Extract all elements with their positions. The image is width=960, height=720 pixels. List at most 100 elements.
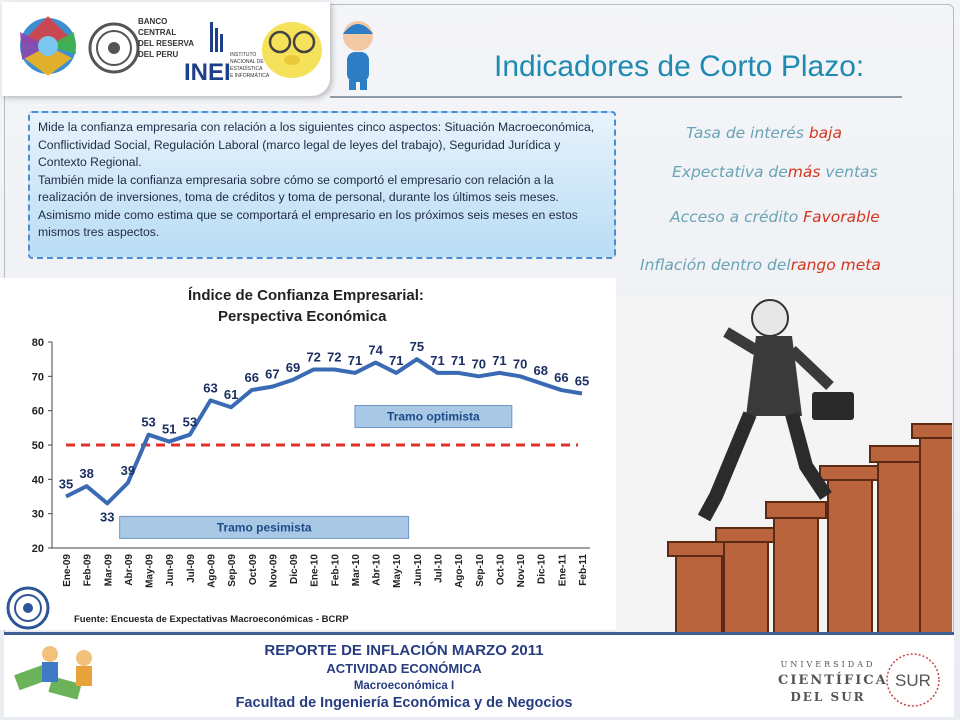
x-tick-label: Feb-09 — [83, 554, 94, 587]
x-tick-label: Oct-10 — [495, 554, 506, 586]
y-tick-label: 40 — [32, 474, 44, 486]
chart-source: Fuente: Encuesta de Expectativas Macroec… — [74, 614, 349, 625]
pessimist-band-label: Tramo pesimista — [217, 520, 312, 534]
data-label: 63 — [203, 380, 217, 395]
data-label: 75 — [410, 339, 424, 354]
footer-section: ACTIVIDAD ECONÓMICA — [326, 661, 482, 676]
chart-subtitle: Perspectiva Económica — [218, 308, 387, 325]
data-label: 72 — [327, 349, 341, 364]
chart-panel: Índice de Confianza Empresarial: Perspec… — [0, 278, 616, 630]
indicator-suffix: ventas — [825, 163, 878, 181]
data-label: 71 — [389, 353, 403, 368]
indicator-label: Expectativa de — [672, 163, 788, 181]
x-tick-label: Ene-09 — [62, 554, 73, 587]
x-axis: Ene-09 Feb-09 Mar-09 Abr-09 May-09 Jun-09 Jul-… — [52, 547, 590, 588]
x-tick-label: Nov-10 — [516, 554, 527, 588]
y-tick-label: 60 — [32, 406, 44, 418]
x-tick-label: Oct-09 — [248, 554, 259, 586]
cartoon-boy-icon — [343, 21, 373, 90]
indicator-interest-rate: Tasa de interés baja — [686, 124, 842, 142]
x-tick-label: Ago-09 — [206, 554, 217, 588]
businessman-figure-icon — [697, 299, 854, 522]
indicator-highlight: Favorable — [803, 208, 880, 226]
inei-logo-text: INEI — [184, 59, 231, 86]
x-tick-label: Abr-09 — [124, 554, 135, 586]
data-label: 70 — [472, 356, 486, 371]
businessman-cartoon — [616, 296, 952, 632]
data-label: 67 — [265, 367, 279, 382]
money-people-icon — [14, 646, 92, 700]
x-tick-label: Ene-10 — [310, 554, 321, 587]
data-label: 72 — [306, 349, 320, 364]
x-tick-label: Abr-10 — [372, 554, 383, 586]
title-divider — [330, 96, 902, 98]
y-axis: 20 30 40 50 60 70 80 — [32, 337, 53, 555]
x-tick-label: Jul-10 — [434, 554, 445, 583]
indicator-credit-access: Acceso a crédito Favorable — [670, 208, 880, 226]
y-tick-label: 70 — [32, 371, 44, 383]
data-label: 71 — [451, 353, 465, 368]
inei-mark-icon — [210, 22, 223, 52]
university-name: UNIVERSIDAD CIENTÍFICA DEL SUR — [778, 657, 888, 705]
x-tick-label: Feb-10 — [330, 554, 341, 587]
data-label: 33 — [100, 509, 114, 524]
x-tick-label: Ago-10 — [454, 554, 465, 588]
indicator-inflation: Inflación dentro delrango meta — [640, 256, 881, 274]
bcrp-text-1: BANCO — [138, 17, 167, 26]
description-paragraph-2: También mide la confianza empresaria sob… — [38, 172, 578, 240]
logo-panel: BANCO CENTRAL DEL RESERVA DEL PERU INEI … — [2, 2, 330, 96]
series-line — [65, 357, 583, 506]
description-box: Mide la confianza empresaria con relació… — [28, 111, 616, 259]
description-paragraph-1: Mide la confianza empresaria con relació… — [38, 120, 595, 169]
university-logo-text: SUR — [895, 671, 931, 690]
footer-faculty: Facultad de Ingeniería Económica y de Ne… — [235, 695, 573, 711]
x-tick-label: May-09 — [145, 554, 156, 588]
slide-title: Indicadores de Corto Plazo: — [494, 50, 865, 83]
x-tick-label: Feb-11 — [578, 554, 589, 586]
y-tick-label: 20 — [32, 543, 44, 555]
logos-svg: BANCO CENTRAL DEL RESERVA DEL PERU INEI … — [20, 16, 322, 86]
inei-sub-2: NACIONAL DE — [230, 59, 264, 65]
data-label: 51 — [162, 422, 176, 437]
y-tick-label: 50 — [32, 440, 44, 452]
indicator-highlight: rango meta — [790, 256, 881, 274]
indicator-highlight: más — [787, 163, 821, 181]
bcrp-seal-small-icon — [6, 586, 50, 630]
data-label: 66 — [554, 370, 568, 385]
globe-logo-icon — [20, 16, 76, 76]
university-line-2: CIENTÍFICA — [778, 673, 888, 688]
footer — [4, 632, 954, 717]
data-label: 69 — [286, 360, 300, 375]
data-labels: 35 38 33 39 53 51 53 63 61 66 67 69 72 72 71 74 71 75 71 71… — [59, 339, 589, 524]
data-label: 71 — [348, 353, 362, 368]
x-tick-label: Sep-10 — [475, 554, 486, 587]
data-label: 71 — [430, 353, 444, 368]
data-label: 53 — [183, 415, 197, 430]
x-tick-label: Ene-11 — [557, 554, 568, 587]
column-icon — [667, 423, 952, 632]
x-tick-label: Mar-10 — [351, 554, 362, 587]
inei-sub-1: INSTITUTO — [230, 52, 256, 58]
y-tick-label: 80 — [32, 337, 44, 349]
data-label: 65 — [575, 374, 589, 389]
bcrp-text-4: DEL PERU — [138, 50, 179, 59]
indicator-label: Inflación dentro del — [640, 256, 791, 274]
data-label: 35 — [59, 477, 73, 492]
chart-title: Índice de Confianza Empresarial: — [188, 287, 424, 304]
bcrp-seal-icon — [88, 22, 140, 74]
x-tick-label: Dic-09 — [289, 554, 300, 584]
indicator-highlight: baja — [808, 124, 842, 142]
footer-course: Macroeconómica I — [353, 680, 455, 692]
indicator-label: Acceso a crédito — [670, 208, 799, 226]
university-line-1: UNIVERSIDAD — [780, 660, 876, 669]
university-line-3: DEL SUR — [790, 690, 866, 704]
x-tick-label: May-10 — [392, 554, 403, 588]
inei-sub-3: ESTADÍSTICA — [230, 65, 263, 72]
indicator-label: Tasa de interés — [686, 124, 804, 142]
pessimist-band — [119, 515, 410, 539]
bcrp-text-3: DEL RESERVA — [138, 39, 194, 48]
data-label: 68 — [533, 363, 547, 378]
inei-sub-4: E INFORMÁTICA — [230, 72, 270, 79]
x-tick-label: Dic-10 — [537, 554, 548, 584]
